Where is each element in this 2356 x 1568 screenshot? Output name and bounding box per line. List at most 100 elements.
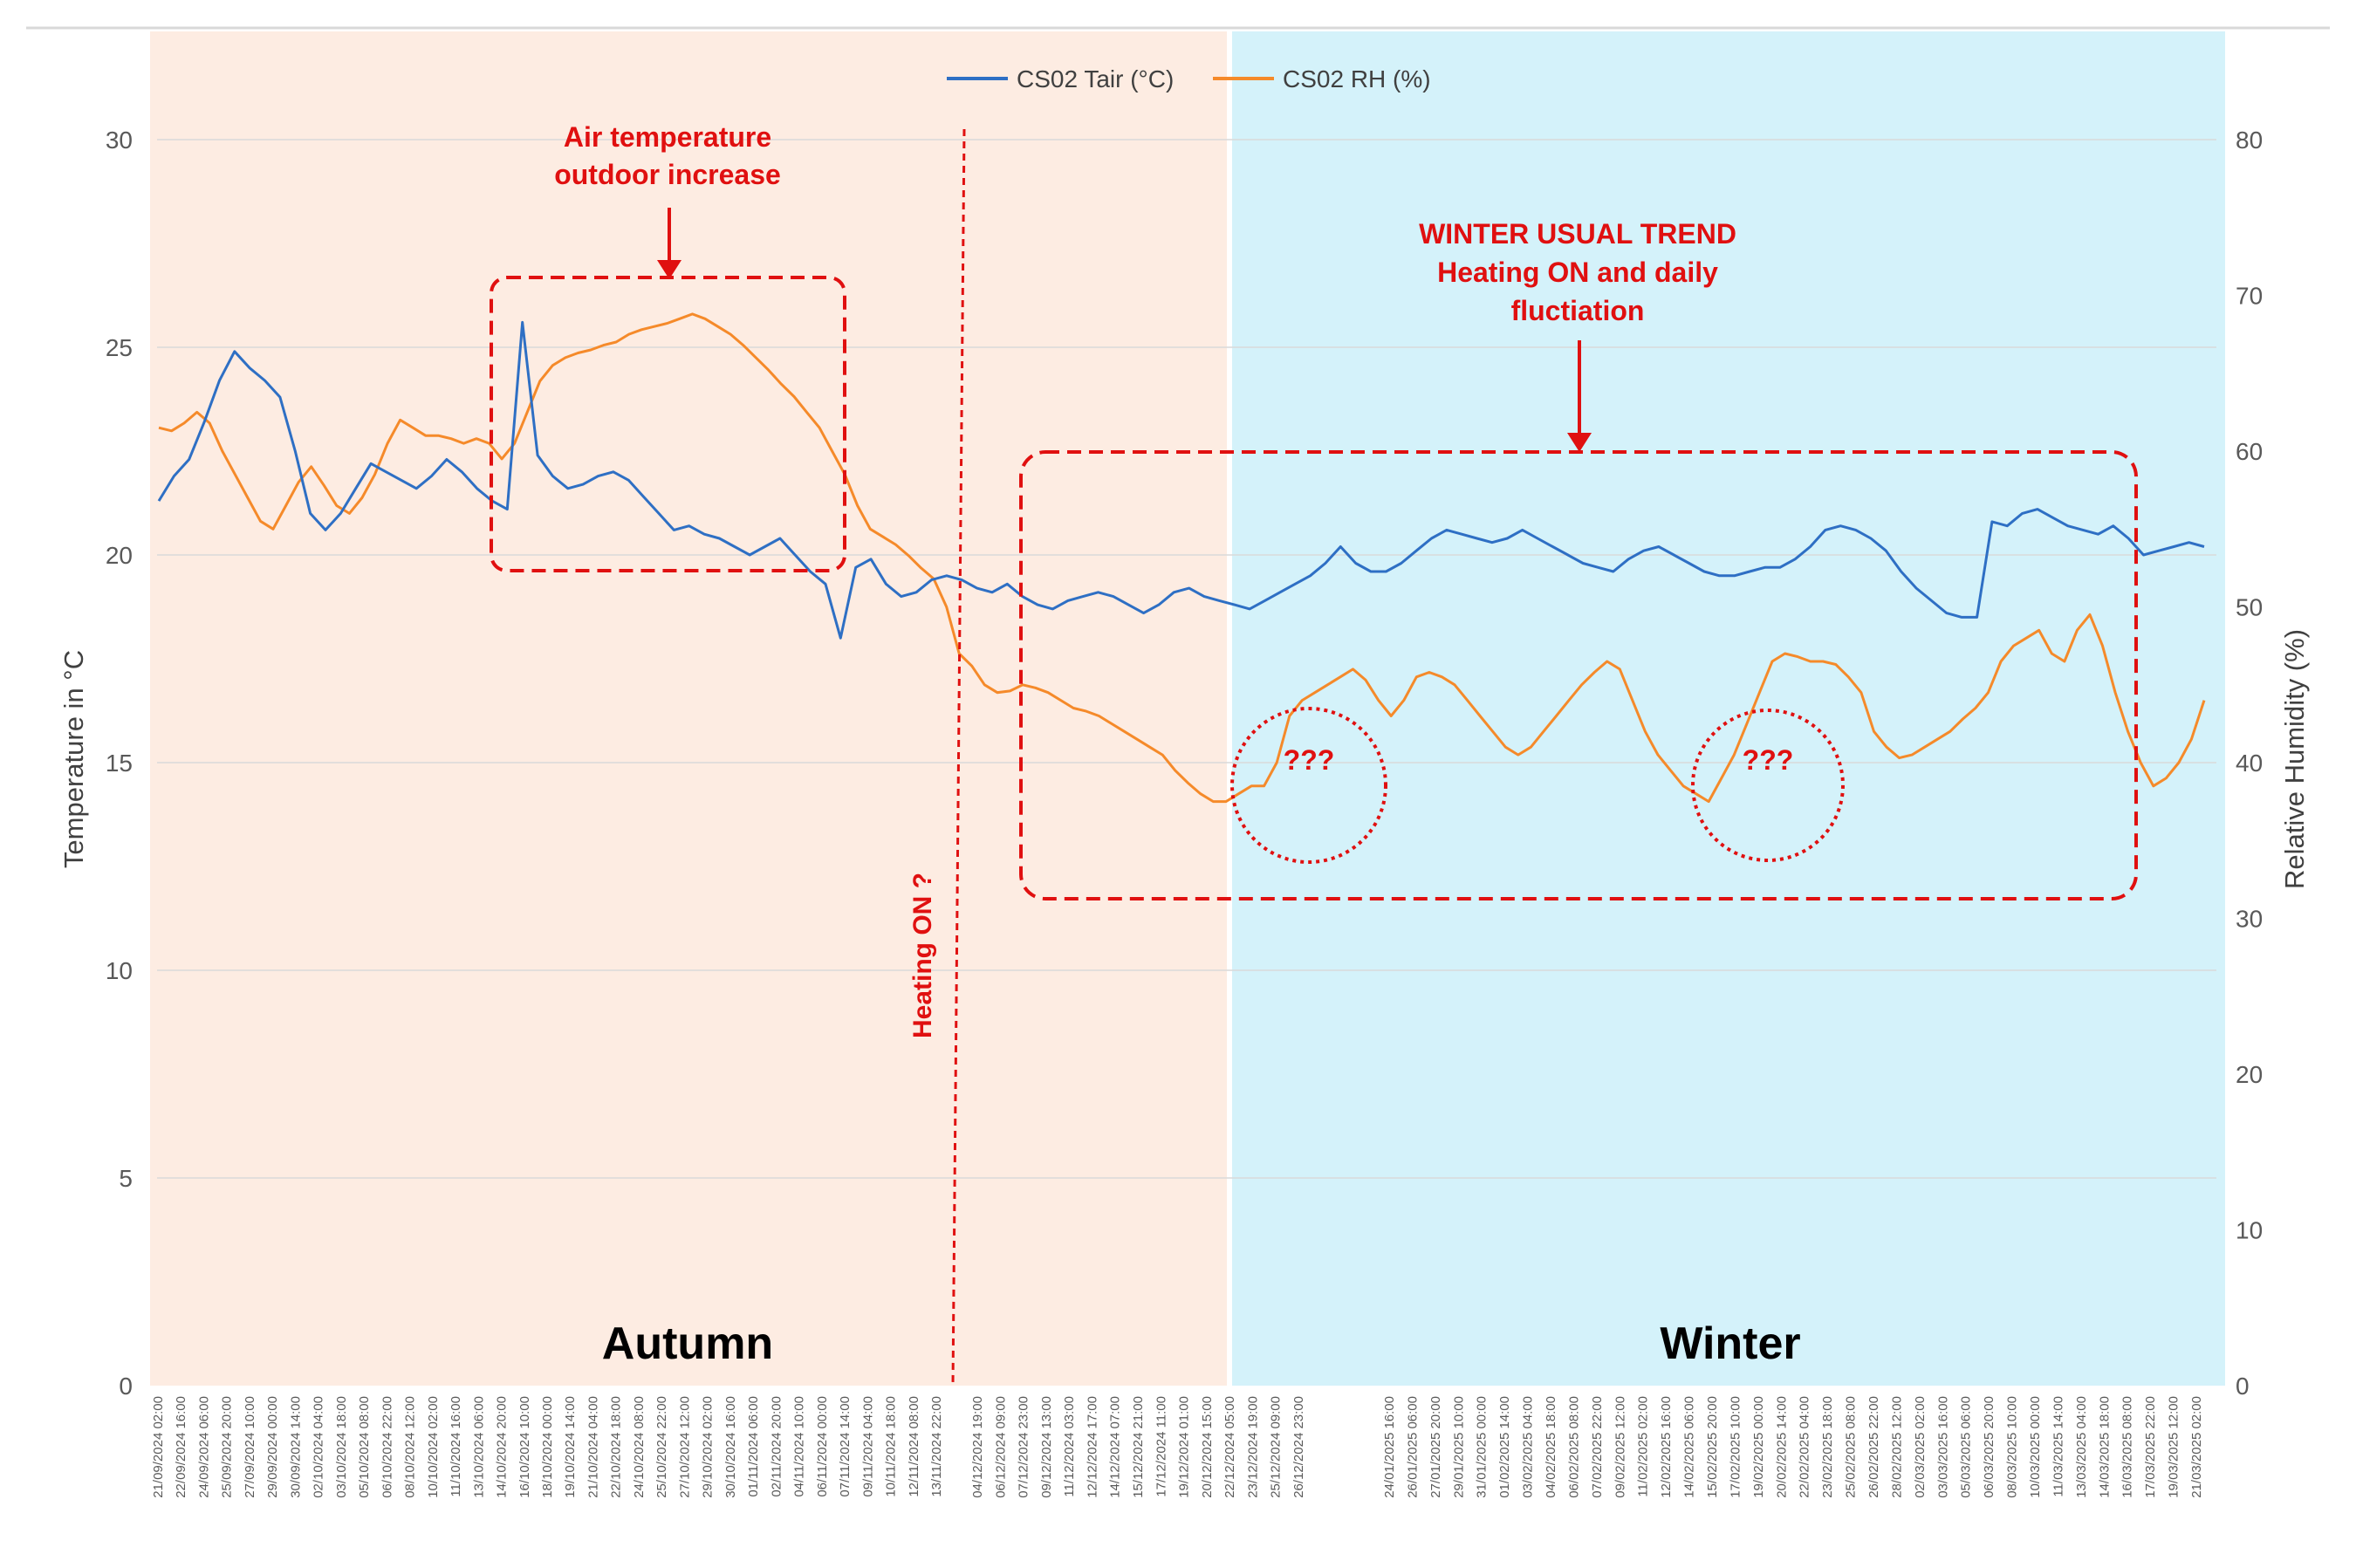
annotation-question-1: ??? <box>1230 707 1387 864</box>
x-tick-label: 14/12/2024 07:00 <box>1108 1396 1123 1498</box>
x-tick-label: 05/03/2025 06:00 <box>1959 1396 1974 1498</box>
x-tick-label: 07/12/2024 23:00 <box>1017 1396 1031 1498</box>
x-tick-label: 13/03/2025 04:00 <box>2074 1396 2089 1498</box>
legend-label-rh: CS02 RH (%) <box>1283 65 1431 92</box>
annotation-question-1-text: ??? <box>1284 744 1335 776</box>
x-tick-label: 22/09/2024 16:00 <box>174 1396 188 1498</box>
x-tick-label: 11/03/2025 14:00 <box>2051 1396 2065 1497</box>
y-axis-left-title: Temperature in °C <box>58 650 89 868</box>
annotation-winter-line-1: WINTER USUAL TREND <box>1419 218 1736 250</box>
x-tick-label: 04/12/2024 19:00 <box>970 1396 985 1498</box>
y-tick-label-left: 20 <box>106 542 133 569</box>
series-line-tair <box>157 320 2205 640</box>
x-tick-label: 09/02/2025 12:00 <box>1613 1396 1627 1498</box>
x-tick-label: 15/12/2024 21:00 <box>1131 1396 1146 1498</box>
x-tick-label: 20/12/2024 15:00 <box>1200 1396 1215 1498</box>
annotation-outdoor-line-1: Air temperature <box>564 121 771 153</box>
x-tick-label: 21/03/2025 02:00 <box>2189 1396 2204 1498</box>
x-tick-label: 02/11/2024 20:00 <box>769 1396 784 1497</box>
x-tick-label: 05/10/2024 08:00 <box>357 1396 372 1498</box>
x-tick-label: 01/02/2025 14:00 <box>1497 1396 1512 1498</box>
x-tick-label: 19/02/2025 00:00 <box>1751 1396 1766 1498</box>
annotation-question-2-circle <box>1691 709 1845 862</box>
x-tick-label: 12/11/2024 08:00 <box>907 1396 921 1497</box>
x-tick-label: 27/09/2024 10:00 <box>243 1396 257 1498</box>
x-tick-label: 28/02/2025 12:00 <box>1889 1396 1904 1498</box>
annotation-outdoor: Air temperature outdoor increase <box>490 121 846 572</box>
y-axis-right-title: Relative Humidity (%) <box>2279 629 2310 889</box>
y-tick-label-right: 70 <box>2236 283 2263 310</box>
y-tick-label-right: 40 <box>2236 750 2263 777</box>
x-tick-label: 04/11/2024 10:00 <box>792 1396 807 1497</box>
annotation-winter-arrowhead <box>1567 433 1592 452</box>
y-tick-label-right: 60 <box>2236 438 2263 465</box>
heating-on-label: Heating ON ? <box>908 873 937 1038</box>
x-tick-label: 17/03/2025 22:00 <box>2143 1396 2158 1498</box>
x-tick-label: 20/02/2025 14:00 <box>1774 1396 1789 1498</box>
x-tick-label: 21/10/2024 04:00 <box>586 1396 601 1498</box>
x-tick-label: 09/11/2024 04:00 <box>860 1396 875 1497</box>
x-tick-label: 06/03/2025 20:00 <box>1982 1396 1996 1498</box>
x-tick-label: 19/12/2024 01:00 <box>1177 1396 1192 1498</box>
legend: CS02 Tair (°C) CS02 RH (%) <box>947 65 1431 92</box>
x-tick-label: 21/09/2024 02:00 <box>151 1396 166 1498</box>
annotation-winter-line-3: fluctiation <box>1511 295 1645 326</box>
x-tick-label: 27/10/2024 12:00 <box>677 1396 692 1498</box>
x-tick-label: 16/10/2024 10:00 <box>517 1396 532 1498</box>
annotation-winter-box <box>1019 450 2138 900</box>
x-axis-tick-labels: 21/09/2024 02:00 22/09/2024 16:00 24/09/20… <box>151 1396 2204 1498</box>
annotation-outdoor-arrowhead <box>657 260 681 279</box>
y-tick-label-right: 80 <box>2236 127 2263 154</box>
x-tick-label: 11/12/2024 03:00 <box>1062 1396 1077 1497</box>
x-tick-label: 27/01/2025 20:00 <box>1428 1396 1443 1498</box>
x-tick-label: 07/02/2025 22:00 <box>1590 1396 1605 1498</box>
season-label-winter: Winter <box>1660 1318 1800 1369</box>
x-tick-label: 06/02/2025 08:00 <box>1566 1396 1581 1498</box>
annotation-winter-line-2: Heating ON and daily <box>1437 257 1718 288</box>
x-tick-label: 30/09/2024 14:00 <box>288 1396 303 1498</box>
x-tick-label: 26/01/2025 06:00 <box>1405 1396 1420 1498</box>
x-tick-label: 17/12/2024 11:00 <box>1154 1396 1168 1497</box>
x-tick-label: 14/02/2025 06:00 <box>1682 1396 1697 1498</box>
y-tick-label-left: 25 <box>106 334 133 361</box>
y-tick-label-left: 15 <box>106 750 133 777</box>
heating-on-line <box>951 128 966 1387</box>
annotation-question-2-text: ??? <box>1743 744 1794 776</box>
x-tick-label: 16/03/2025 08:00 <box>2120 1396 2135 1498</box>
y-tick-label-right: 20 <box>2236 1061 2263 1088</box>
x-tick-label: 24/10/2024 08:00 <box>632 1396 647 1498</box>
x-tick-label: 13/10/2024 06:00 <box>471 1396 486 1498</box>
annotation-outdoor-line-2: outdoor increase <box>554 159 781 190</box>
x-tick-label: 13/11/2024 22:00 <box>929 1396 944 1497</box>
y-tick-label-left: 30 <box>106 127 133 154</box>
x-tick-label: 11/10/2024 16:00 <box>449 1396 463 1497</box>
gridlines <box>157 139 2216 1179</box>
y-tick-label-right: 0 <box>2236 1373 2250 1400</box>
x-tick-label: 26/02/2025 22:00 <box>1866 1396 1881 1498</box>
x-tick-label: 18/10/2024 00:00 <box>540 1396 555 1498</box>
x-tick-label: 03/03/2025 16:00 <box>1935 1396 1950 1498</box>
x-tick-label: 02/10/2024 04:00 <box>312 1396 326 1498</box>
x-tick-label: 14/03/2025 18:00 <box>2097 1396 2112 1498</box>
x-tick-label: 06/11/2024 00:00 <box>815 1396 830 1497</box>
x-tick-label: 22/02/2025 04:00 <box>1798 1396 1812 1498</box>
x-tick-label: 22/10/2024 18:00 <box>609 1396 624 1498</box>
series-line-rh <box>158 312 2206 804</box>
x-tick-label: 23/02/2025 18:00 <box>1820 1396 1835 1498</box>
y-tick-label-right: 30 <box>2236 906 2263 933</box>
x-tick-label: 29/01/2025 10:00 <box>1451 1396 1466 1498</box>
y-axis-left: 0 5 10 15 20 25 30 <box>106 127 133 1400</box>
x-tick-label: 19/03/2025 12:00 <box>2167 1396 2181 1498</box>
season-label-autumn: Autumn <box>602 1318 773 1369</box>
x-tick-label: 25/02/2025 08:00 <box>1844 1396 1859 1498</box>
x-tick-label: 24/01/2025 16:00 <box>1382 1396 1397 1498</box>
y-axis-right: 0 10 20 30 40 50 60 70 80 <box>2236 127 2263 1400</box>
x-tick-label: 17/02/2025 10:00 <box>1728 1396 1743 1498</box>
annotation-question-1-circle <box>1230 707 1387 864</box>
x-tick-label: 01/11/2024 06:00 <box>746 1396 761 1497</box>
annotation-outdoor-box <box>490 276 846 572</box>
x-tick-label: 03/02/2025 04:00 <box>1521 1396 1536 1498</box>
legend-label-tair: CS02 Tair (°C) <box>1017 65 1174 92</box>
